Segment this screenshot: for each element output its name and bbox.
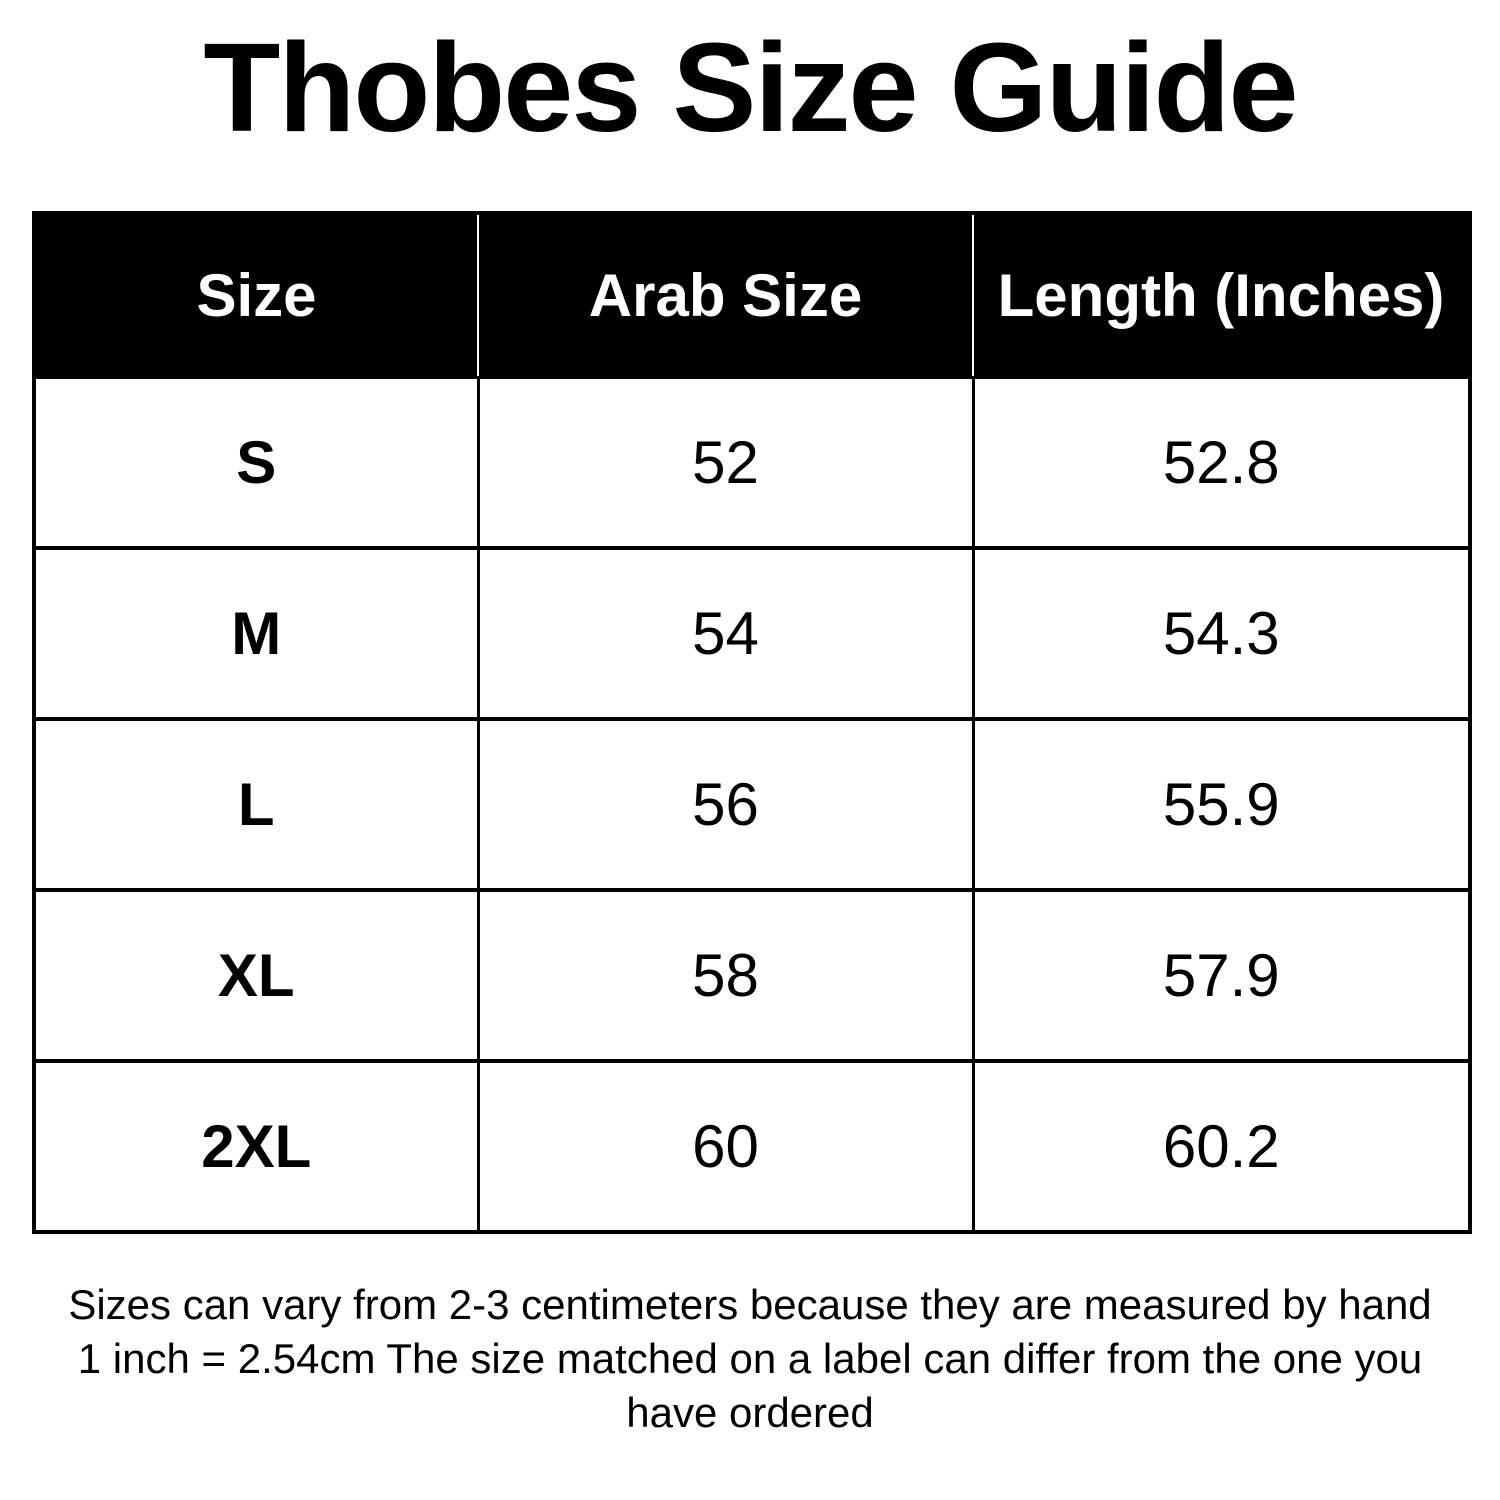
table-row-xl: XL 58 57.9 bbox=[32, 888, 1472, 1063]
cell-length: 52.8 bbox=[971, 375, 1472, 550]
cell-length: 55.9 bbox=[971, 717, 1472, 892]
column-header-arab-size: Arab Size bbox=[477, 213, 973, 377]
table-row-l: L 56 55.9 bbox=[32, 717, 1472, 892]
size-guide-table: Size Arab Size Length (Inches) S 52 52.8… bbox=[32, 211, 1472, 1234]
cell-size: 2XL bbox=[32, 1059, 480, 1234]
cell-size: L bbox=[32, 717, 480, 892]
page-title: Thobes Size Guide bbox=[203, 17, 1298, 158]
cell-arab-size: 52 bbox=[476, 375, 975, 550]
table-row-s: S 52 52.8 bbox=[32, 375, 1472, 550]
footer-line-2: 1 inch = 2.54cm The size matched on a la… bbox=[77, 1335, 1423, 1382]
column-header-size: Size bbox=[34, 213, 478, 377]
footer-line-1: Sizes can vary from 2-3 centimeters beca… bbox=[68, 1281, 1432, 1328]
table-row-m: M 54 54.3 bbox=[32, 546, 1472, 721]
footer-line-3: have ordered bbox=[626, 1389, 874, 1436]
cell-length: 54.3 bbox=[971, 546, 1472, 721]
cell-arab-size: 56 bbox=[476, 717, 975, 892]
cell-length: 57.9 bbox=[971, 888, 1472, 1063]
cell-size: S bbox=[32, 375, 480, 550]
cell-size: XL bbox=[32, 888, 480, 1063]
column-header-length-inches: Length (Inches) bbox=[972, 213, 1470, 377]
cell-size: M bbox=[32, 546, 480, 721]
cell-arab-size: 54 bbox=[476, 546, 975, 721]
cell-length: 60.2 bbox=[971, 1059, 1472, 1234]
footer-note: Sizes can vary from 2-3 centimeters beca… bbox=[0, 1278, 1500, 1440]
header-row: Size Arab Size Length (Inches) bbox=[34, 213, 1470, 377]
cell-arab-size: 60 bbox=[476, 1059, 975, 1234]
table-row-2xl: 2XL 60 60.2 bbox=[32, 1059, 1472, 1234]
cell-arab-size: 58 bbox=[476, 888, 975, 1063]
